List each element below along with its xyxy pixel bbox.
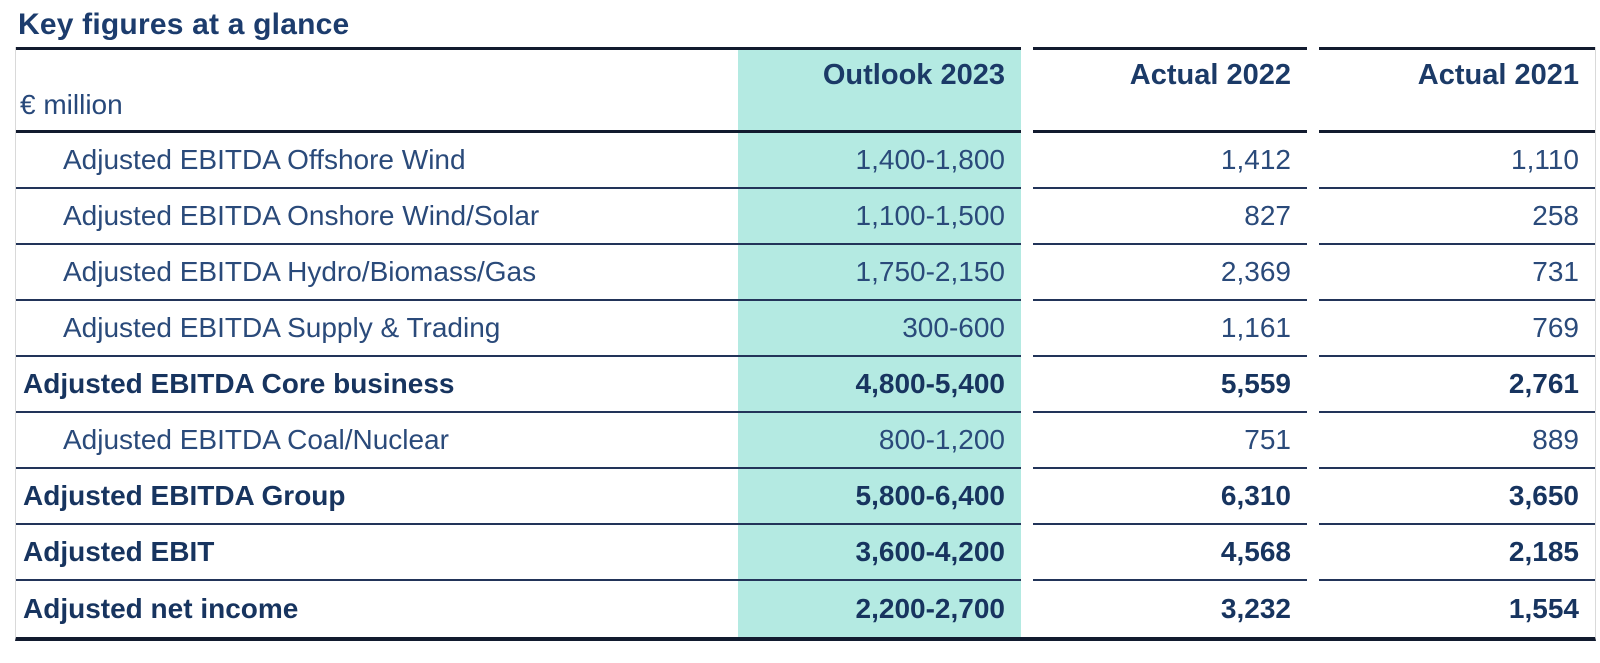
column-gap bbox=[1021, 525, 1033, 581]
cell-actual-2021: 1,554 bbox=[1508, 593, 1579, 624]
cell-actual-2022: 1,412 bbox=[1033, 133, 1307, 189]
cell-actual-2022: 827 bbox=[1033, 189, 1307, 245]
row-label: Adjusted net income bbox=[23, 593, 299, 624]
cell-outlook-2023: 800-1,200 bbox=[738, 413, 1021, 469]
table-row: Adjusted EBITDA Offshore Wind 1,400-1,80… bbox=[16, 133, 1595, 189]
column-gap bbox=[1307, 357, 1319, 413]
cell-outlook-2023: 1,100-1,500 bbox=[738, 189, 1021, 245]
cell-actual-2022: 2,369 bbox=[1033, 245, 1307, 301]
row-label: Adjusted EBITDA Hydro/Biomass/Gas bbox=[16, 245, 738, 301]
row-label: Adjusted EBITDA Offshore Wind bbox=[16, 133, 738, 189]
column-gap bbox=[1307, 413, 1319, 469]
cell-actual-2022: 751 bbox=[1033, 413, 1307, 469]
row-label: Adjusted EBITDA Core business bbox=[16, 357, 738, 413]
cell-actual-2022: 3,232 bbox=[1220, 593, 1291, 624]
unit-label: € million bbox=[16, 47, 738, 133]
table-header-row: € million Outlook 2023 Actual 2022 Actua… bbox=[16, 47, 1595, 133]
column-gap bbox=[1307, 47, 1319, 133]
column-gap bbox=[1021, 47, 1033, 133]
column-gap bbox=[1021, 245, 1033, 301]
cell-outlook-2023: 4,800-5,400 bbox=[738, 357, 1021, 413]
key-figures-table: € million Outlook 2023 Actual 2022 Actua… bbox=[15, 47, 1596, 641]
column-gap bbox=[1307, 581, 1319, 637]
column-gap bbox=[1021, 301, 1033, 357]
table-row-subtotal: Adjusted net income 2,200-2,700 3,232 1,… bbox=[16, 581, 1595, 637]
column-gap bbox=[1307, 245, 1319, 301]
cell-outlook-2023: 300-600 bbox=[738, 301, 1021, 357]
column-header-actual-2022: Actual 2022 bbox=[1033, 47, 1307, 133]
table-row-subtotal: Adjusted EBIT 3,600-4,200 4,568 2,185 bbox=[16, 525, 1595, 581]
table-row: Adjusted EBITDA Coal/Nuclear 800-1,200 7… bbox=[16, 413, 1595, 469]
column-gap bbox=[1021, 413, 1033, 469]
column-gap bbox=[1021, 133, 1033, 189]
column-gap bbox=[1021, 581, 1033, 637]
table-row: Adjusted EBITDA Supply & Trading 300-600… bbox=[16, 301, 1595, 357]
column-header-outlook-2023: Outlook 2023 bbox=[738, 47, 1021, 133]
cell-actual-2022: 4,568 bbox=[1033, 525, 1307, 581]
cell-actual-2022: 6,310 bbox=[1033, 469, 1307, 525]
column-gap bbox=[1307, 301, 1319, 357]
row-label: Adjusted EBIT bbox=[16, 525, 738, 581]
cell-outlook-2023: 1,750-2,150 bbox=[738, 245, 1021, 301]
cell-actual-2021: 3,650 bbox=[1319, 469, 1595, 525]
row-label: Adjusted EBITDA Group bbox=[16, 469, 738, 525]
row-label: Adjusted EBITDA Coal/Nuclear bbox=[16, 413, 738, 469]
table-row: Adjusted EBITDA Onshore Wind/Solar 1,100… bbox=[16, 189, 1595, 245]
cell-actual-2021: 258 bbox=[1319, 189, 1595, 245]
row-label: Adjusted EBITDA Onshore Wind/Solar bbox=[16, 189, 738, 245]
cell-outlook-2023: 3,600-4,200 bbox=[738, 525, 1021, 581]
table-row: Adjusted EBITDA Hydro/Biomass/Gas 1,750-… bbox=[16, 245, 1595, 301]
column-header-actual-2021: Actual 2021 bbox=[1319, 47, 1595, 133]
cell-actual-2022: 1,161 bbox=[1033, 301, 1307, 357]
cell-actual-2022: 5,559 bbox=[1033, 357, 1307, 413]
column-gap bbox=[1307, 469, 1319, 525]
cell-outlook-2023: 5,800-6,400 bbox=[738, 469, 1021, 525]
column-gap bbox=[1307, 525, 1319, 581]
cell-actual-2021: 2,761 bbox=[1319, 357, 1595, 413]
row-label: Adjusted EBITDA Supply & Trading bbox=[16, 301, 738, 357]
table-row-subtotal: Adjusted EBITDA Core business 4,800-5,40… bbox=[16, 357, 1595, 413]
column-gap bbox=[1307, 189, 1319, 245]
table-row-subtotal: Adjusted EBITDA Group 5,800-6,400 6,310 … bbox=[16, 469, 1595, 525]
column-gap bbox=[1307, 133, 1319, 189]
cell-actual-2021: 1,110 bbox=[1319, 133, 1595, 189]
column-gap bbox=[1021, 469, 1033, 525]
column-gap bbox=[1021, 189, 1033, 245]
key-figures-panel: Key figures at a glance € million Outloo… bbox=[15, 8, 1596, 641]
cell-outlook-2023: 1,400-1,800 bbox=[738, 133, 1021, 189]
cell-outlook-2023: 2,200-2,700 bbox=[738, 581, 1021, 637]
cell-actual-2021: 769 bbox=[1319, 301, 1595, 357]
column-gap bbox=[1021, 357, 1033, 413]
cell-actual-2021: 2,185 bbox=[1319, 525, 1595, 581]
page-title: Key figures at a glance bbox=[18, 8, 350, 41]
cell-actual-2021: 889 bbox=[1319, 413, 1595, 469]
cell-actual-2021: 731 bbox=[1319, 245, 1595, 301]
